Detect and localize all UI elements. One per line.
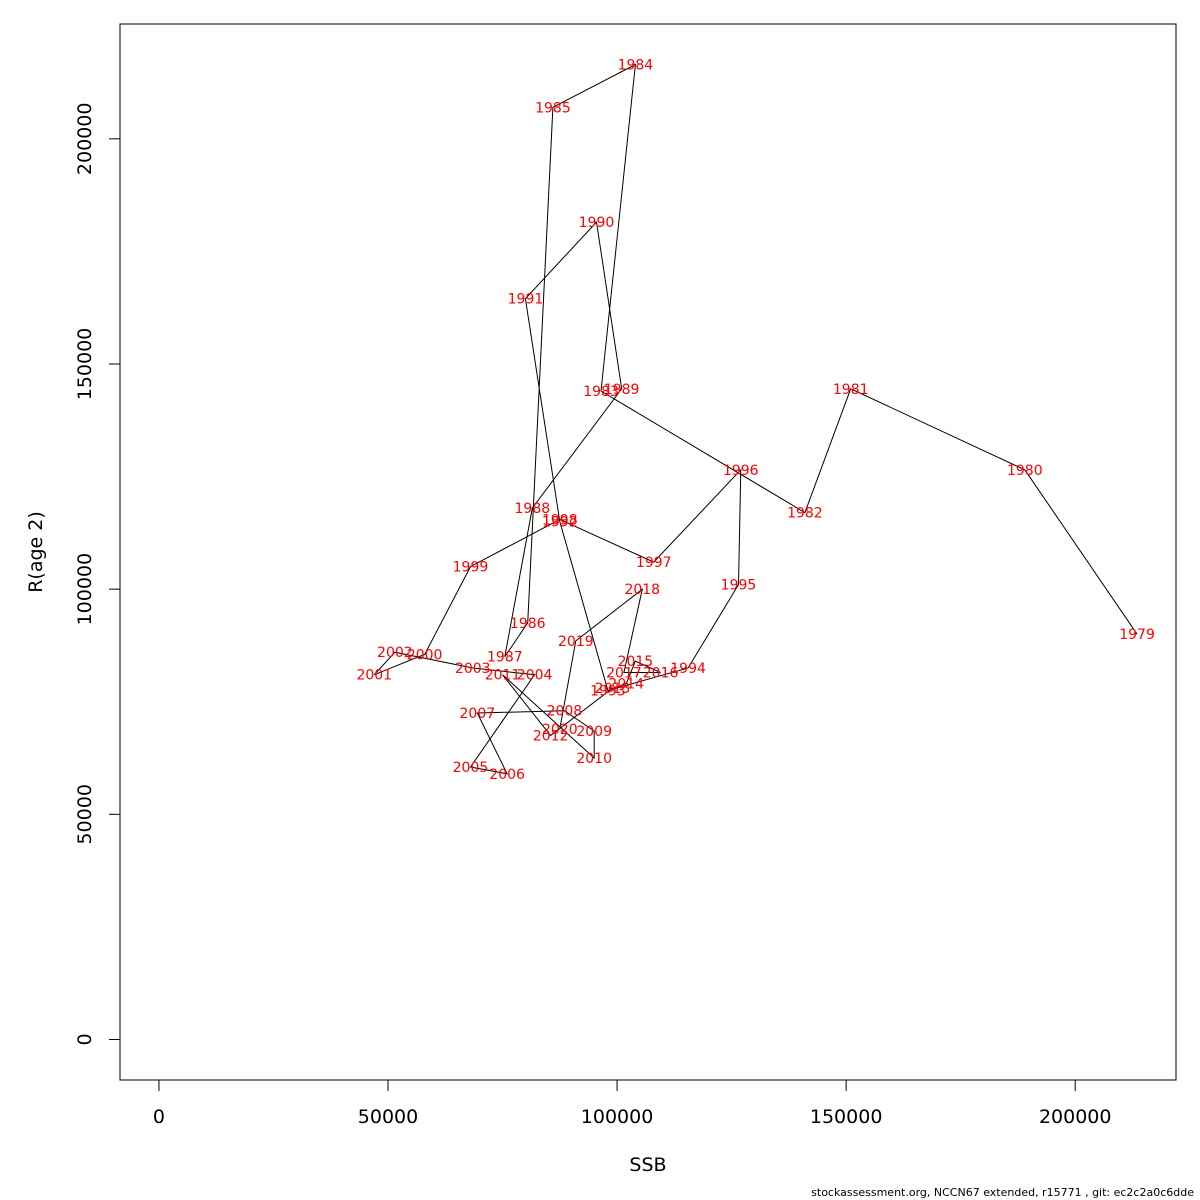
point-label-2004: 2004 <box>517 668 553 684</box>
point-label-2012: 2012 <box>533 729 569 745</box>
point-label-2016: 2016 <box>643 665 679 681</box>
point-label-1987: 1987 <box>487 650 523 666</box>
point-label-2010: 2010 <box>576 751 612 767</box>
point-label-2020: 2020 <box>542 722 578 738</box>
point-label-1982: 1982 <box>787 506 823 522</box>
x-tick-label: 150000 <box>810 1106 883 1128</box>
point-label-2011: 2011 <box>485 668 521 684</box>
point-label-2003: 2003 <box>455 661 491 677</box>
x-tick-label: 100000 <box>581 1106 654 1128</box>
x-axis-title: SSB <box>629 1154 666 1176</box>
point-label-2013: 2013 <box>595 681 631 697</box>
point-label-2008: 2008 <box>547 704 583 720</box>
point-label-1997: 1997 <box>636 555 672 571</box>
point-labels: 1979 1980 1981 1982 1983 1984 1985 1986 1987 1988… <box>356 58 1154 783</box>
point-label-2015: 2015 <box>618 654 654 670</box>
point-label-2000: 2000 <box>407 647 443 663</box>
series-line <box>373 63 1138 775</box>
y-tick-label: 150000 <box>74 328 96 401</box>
x-tick-label: 50000 <box>358 1106 418 1128</box>
point-label-1985: 1985 <box>535 100 571 116</box>
point-label-1980: 1980 <box>1007 463 1043 479</box>
point-label-1983: 1983 <box>583 384 619 400</box>
point-label-1998: 1998 <box>542 512 578 528</box>
point-label-2002: 2002 <box>377 645 413 661</box>
point-label-1993: 1993 <box>590 683 626 699</box>
point-label-2017: 2017 <box>606 665 642 681</box>
point-label-1999: 1999 <box>453 560 489 576</box>
point-label-1995: 1995 <box>721 578 757 594</box>
footer-note: stockassessment.org, NCCN67 extended, r1… <box>811 1186 1194 1199</box>
y-tick-label: 0 <box>74 1033 96 1045</box>
x-tick-label: 0 <box>153 1106 165 1128</box>
y-tick-label: 50000 <box>74 784 96 844</box>
point-label-2007: 2007 <box>460 706 496 722</box>
point-label-1991: 1991 <box>508 292 544 308</box>
point-label-2014: 2014 <box>608 677 644 693</box>
x-tick-label: 200000 <box>1039 1106 1112 1128</box>
point-label-2005: 2005 <box>453 760 489 776</box>
y-tick-label: 200000 <box>74 103 96 176</box>
point-label-2006: 2006 <box>489 767 525 783</box>
point-label-1989: 1989 <box>604 382 640 398</box>
y-tick-label: 100000 <box>74 553 96 626</box>
point-label-2019: 2019 <box>558 634 594 650</box>
point-label-2009: 2009 <box>576 724 612 740</box>
point-label-1986: 1986 <box>510 616 546 632</box>
point-label-1988: 1988 <box>515 501 551 517</box>
y-axis: 0 50000 100000 150000 200000 <box>74 103 121 1046</box>
point-label-2001: 2001 <box>356 668 392 684</box>
point-label-1979: 1979 <box>1119 627 1155 643</box>
point-label-2018: 2018 <box>624 582 660 598</box>
plot-frame <box>119 23 1177 1081</box>
x-axis: 0 50000 100000 150000 200000 <box>153 1079 1112 1128</box>
point-label-1981: 1981 <box>833 382 869 398</box>
point-label-1994: 1994 <box>670 661 706 677</box>
point-label-1992: 1992 <box>542 515 578 531</box>
point-label-1996: 1996 <box>723 463 759 479</box>
point-label-1984: 1984 <box>618 58 654 74</box>
point-label-1990: 1990 <box>579 215 615 231</box>
y-axis-title: R(age 2) <box>25 511 47 593</box>
